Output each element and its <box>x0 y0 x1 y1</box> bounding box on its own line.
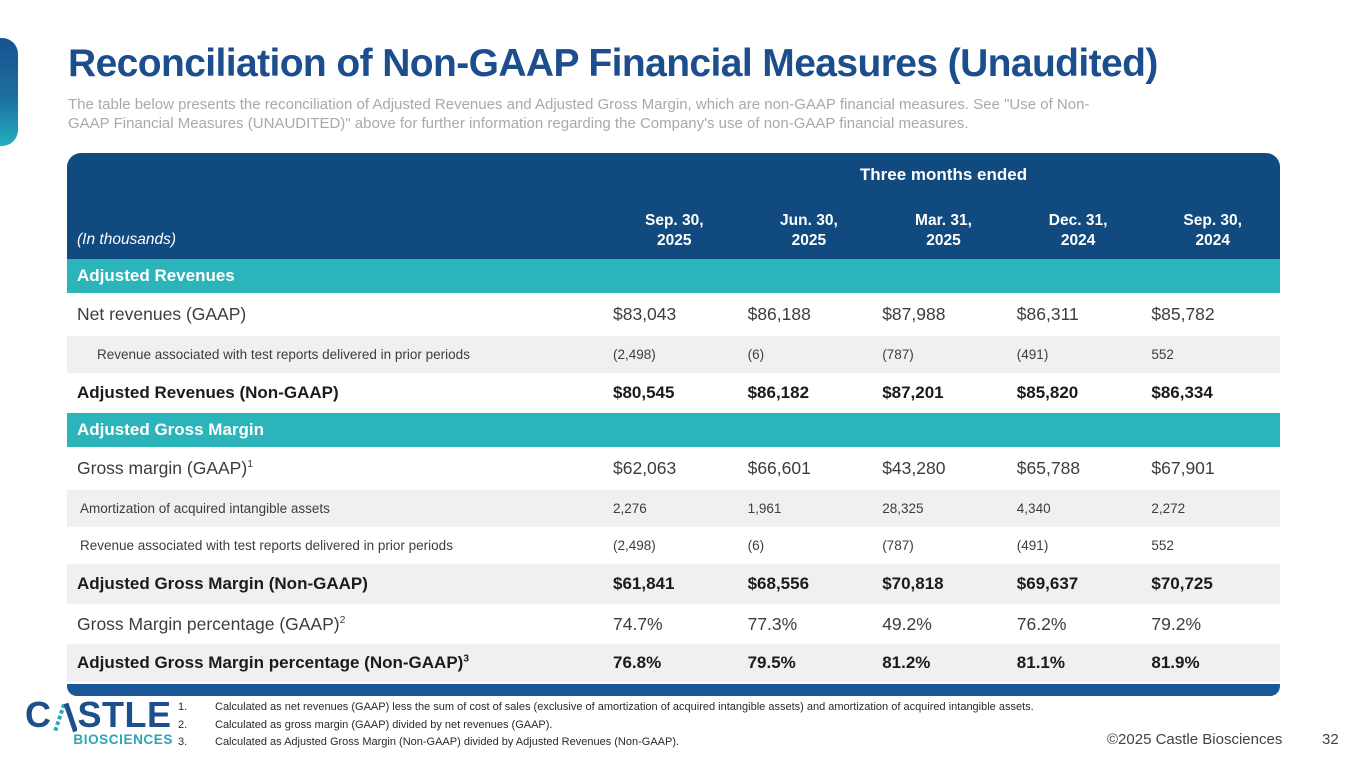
footnote-text: Calculated as Adjusted Gross Margin (Non… <box>215 736 680 749</box>
footnote-2: 2. Calculated as gross margin (GAAP) div… <box>178 718 1098 733</box>
logo-text-c: C <box>25 694 52 735</box>
column-header-sep-2025: Sep. 30, 2025 <box>645 211 704 249</box>
subtitle-line-1: The table below presents the reconciliat… <box>68 96 1090 113</box>
column-header-mar-2025: Mar. 31, 2025 <box>915 211 972 249</box>
column-header-dec-2024: Dec. 31, 2024 <box>1048 211 1108 249</box>
table-header: Three months ended (In thousands) Sep. 3… <box>67 153 1280 259</box>
section-header-adjusted-revenues: Adjusted Revenues <box>67 259 1280 293</box>
footnote-number: 2. <box>178 718 188 731</box>
footnote-number: 1. <box>178 701 188 713</box>
table-row: Adjusted Revenues (Non-GAAP) $80,545 $86… <box>77 383 1213 402</box>
logo-biosciences-label: BIOSCIENCES <box>73 732 173 747</box>
footnote-text: Calculated as net revenues (GAAP) less t… <box>215 701 1034 713</box>
subtitle-line-2: GAAP Financial Measures (UNAUDITED)" abo… <box>68 115 969 133</box>
table-row: Revenue associated with test reports del… <box>80 538 1174 553</box>
in-thousands-label: (In thousands) <box>77 231 177 248</box>
copyright-text: ©2025 Castle Biosciences <box>1107 731 1283 748</box>
section-header-adjusted-gross-margin: Adjusted Gross Margin <box>67 413 1280 447</box>
footnotes: 1. Calculated as net revenues (GAAP) les… <box>178 700 1098 753</box>
left-accent-shape <box>0 38 18 146</box>
table-row: Amortization of acquired intangible asse… <box>67 490 1280 527</box>
three-months-ended-label: Three months ended <box>859 165 1028 184</box>
reconciliation-table: Three months ended (In thousands) Sep. 3… <box>67 153 1280 696</box>
table-row: Net revenues (GAAP) $83,043 $86,188 $87,… <box>77 304 1215 324</box>
column-header-row: (In thousands) Sep. 30, 2025 Jun. 30, 2025… <box>67 211 1280 259</box>
table-row: Adjusted Gross Margin percentage (Non-GA… <box>67 644 1280 682</box>
logo-text-stle: STLE <box>77 694 172 735</box>
page-title: Reconciliation of Non-GAAP Financial Mea… <box>68 42 1158 85</box>
footnote-3: 3. Calculated as Adjusted Gross Margin (… <box>178 735 1098 750</box>
table-row: Revenue associated with test reports del… <box>67 336 1280 373</box>
subtitle: The table below presents the reconciliat… <box>68 95 1338 133</box>
footnote-text: Calculated as gross margin (GAAP) divide… <box>215 718 553 731</box>
footnote-1: 1. Calculated as net revenues (GAAP) les… <box>178 700 1098 715</box>
footnote-number: 3. <box>178 736 188 749</box>
castle-biosciences-logo: C STLE BIOSCIENCES <box>25 694 173 748</box>
table-row: Gross margin (GAAP)1 $62,063 $66,601 $43… <box>77 458 1215 478</box>
page-number: 32 <box>1322 731 1339 748</box>
logo-dna-a-icon <box>52 702 77 733</box>
table-row: Adjusted Gross Margin (Non-GAAP) $61,841… <box>67 564 1280 604</box>
column-header-sep-2024: Sep. 30, 2024 <box>1183 211 1242 249</box>
table-bottom-bar <box>67 684 1280 696</box>
column-header-jun-2025: Jun. 30, 2025 <box>780 211 838 249</box>
table-row: Gross Margin percentage (GAAP)2 74.7% 77… <box>77 613 1202 634</box>
